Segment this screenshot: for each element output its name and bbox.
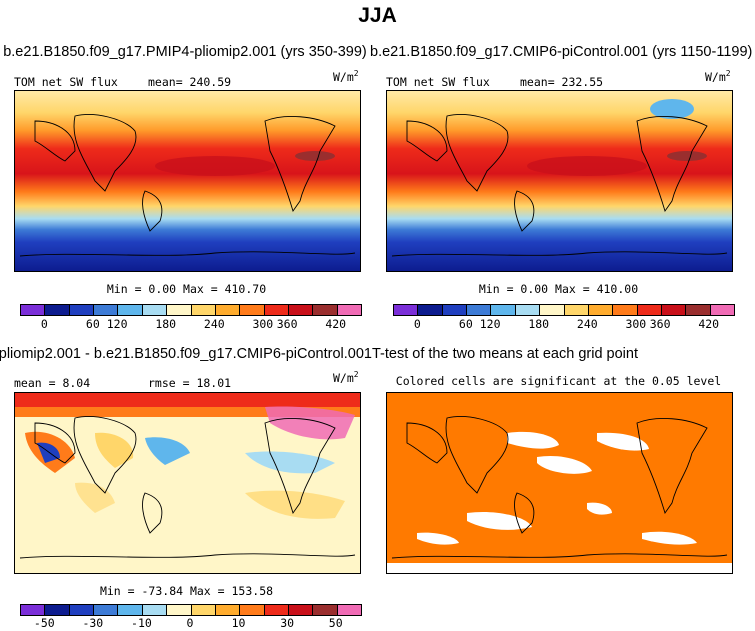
colorbar-2-swatch — [686, 305, 711, 315]
panel-3-map — [14, 392, 361, 574]
colorbar-1-swatch — [94, 305, 119, 315]
colorbar-2-swatch — [515, 305, 541, 315]
panel-2-colorbar-ticks: 0 60 120 180 240 300 360 420 — [393, 317, 733, 331]
colorbar-3-tick: 50 — [328, 616, 343, 630]
colorbar-3-tick: 30 — [280, 616, 295, 630]
panel-1-field — [15, 91, 360, 271]
panel-3-units: W/m2 — [333, 370, 359, 385]
colorbar-3-swatch — [142, 605, 168, 615]
colorbar-2-tick: 240 — [576, 317, 598, 331]
colorbar-1-swatch — [69, 305, 95, 315]
panel-3-colorbar — [20, 604, 362, 616]
panel-4-field — [387, 393, 732, 573]
colorbar-2-swatch — [661, 305, 687, 315]
colorbar-1-swatch — [337, 305, 362, 315]
colorbar-3-swatch — [167, 605, 192, 615]
panel-3-colorbar-ticks: -50 -30 -10 0 10 30 50 — [20, 616, 360, 630]
colorbar-2-tick: 420 — [698, 317, 720, 331]
colorbar-2-swatch — [491, 305, 516, 315]
panel-1-units: W/m2 — [333, 69, 359, 84]
colorbar-2-tick: 120 — [479, 317, 501, 331]
panel-4-title: T-test of the two means at each grid poi… — [372, 346, 638, 362]
colorbar-2-swatch — [613, 305, 638, 315]
panel-3-field — [15, 393, 360, 573]
colorbar-3-swatch — [313, 605, 338, 615]
colorbar-2-swatch — [637, 305, 662, 315]
colorbar-2-swatch — [564, 305, 589, 315]
colorbar-1-tick: 60 — [85, 317, 100, 331]
colorbar-1-swatch — [167, 305, 192, 315]
colorbar-1-swatch — [264, 305, 289, 315]
colorbar-3-swatch — [69, 605, 95, 615]
panel-4-map — [386, 392, 733, 574]
colorbar-3-tick: 10 — [231, 616, 246, 630]
colorbar-1-tick: 120 — [106, 317, 128, 331]
colorbar-2-swatch — [710, 305, 735, 315]
figure-title: JJA — [358, 4, 397, 27]
panel-1-title: b.e21.B1850.f09_g17.PMIP4-pliomip2.001 (… — [3, 44, 367, 60]
colorbar-2-swatch — [394, 305, 419, 315]
colorbar-3-swatch — [240, 605, 265, 615]
panel-1-colorbar — [20, 304, 362, 316]
panel-2-field — [387, 91, 732, 271]
colorbar-3-swatch — [118, 605, 143, 615]
colorbar-3-swatch — [191, 605, 216, 615]
colorbar-1-tick: 240 — [203, 317, 225, 331]
panel-2-title: b.e21.B1850.f09_g17.CMIP6-piControl.001 … — [370, 44, 753, 60]
colorbar-3-tick: -30 — [82, 616, 104, 630]
colorbar-1-swatch — [215, 305, 241, 315]
colorbar-3-tick: -50 — [33, 616, 55, 630]
colorbar-1-swatch — [142, 305, 168, 315]
panel-1-map — [14, 90, 361, 272]
colorbar-1-swatch — [21, 305, 46, 315]
colorbar-1-swatch — [191, 305, 216, 315]
colorbar-2-swatch — [588, 305, 614, 315]
colorbar-3-swatch — [94, 605, 119, 615]
colorbar-3-swatch — [288, 605, 314, 615]
panel-2-map — [386, 90, 733, 272]
panel-2-colorbar — [393, 304, 735, 316]
colorbar-2-swatch — [540, 305, 565, 315]
colorbar-1-swatch — [288, 305, 314, 315]
colorbar-3-swatch — [215, 605, 241, 615]
panel-3-mean-label: mean = 8.04 — [14, 376, 91, 390]
colorbar-1-tick: 0 — [40, 317, 48, 331]
colorbar-1-tick: 360 — [276, 317, 298, 331]
colorbar-2-swatch — [418, 305, 443, 315]
colorbar-2-swatch — [467, 305, 492, 315]
colorbar-2-tick: 300 — [625, 317, 647, 331]
panel-2-minmax: Min = 0.00 Max = 410.00 — [478, 282, 639, 296]
panel-1-mean-label: mean= 240.59 — [148, 75, 232, 89]
colorbar-1-swatch — [45, 305, 70, 315]
panel-2-mean-label: mean= 232.55 — [520, 75, 604, 89]
colorbar-3-tick: -10 — [131, 616, 152, 630]
colorbar-3-swatch — [21, 605, 46, 615]
panel-2-units: W/m2 — [705, 69, 731, 84]
colorbar-2-tick: 360 — [649, 317, 671, 331]
colorbar-2-tick: 0 — [413, 317, 421, 331]
panel-3-rmse-label: rmse = 18.01 — [148, 376, 232, 390]
panel-1-variable-label: TOM net SW flux — [14, 75, 118, 89]
panel-1-minmax: Min = 0.00 Max = 410.70 — [106, 282, 267, 296]
panel-4-subtitle: Colored cells are significant at the 0.0… — [395, 374, 722, 388]
colorbar-2-tick: 60 — [458, 317, 473, 331]
colorbar-3-tick: 0 — [186, 616, 194, 630]
colorbar-3-swatch — [264, 605, 289, 615]
colorbar-1-tick: 300 — [252, 317, 274, 331]
colorbar-3-swatch — [45, 605, 70, 615]
colorbar-3-swatch — [337, 605, 362, 615]
panel-1-colorbar-ticks: 0 60 120 180 240 300 360 420 — [20, 317, 360, 331]
colorbar-1-swatch — [313, 305, 338, 315]
colorbar-1-swatch — [118, 305, 143, 315]
colorbar-2-swatch — [442, 305, 468, 315]
panel-3-minmax: Min = -73.84 Max = 153.58 — [99, 584, 274, 598]
panel-2-variable-label: TOM net SW flux — [386, 75, 490, 89]
colorbar-1-tick: 180 — [155, 317, 177, 331]
panel-3-title: b.e21.B1850.f09_g17.PMIP4-pliomip2.001 -… — [0, 346, 372, 362]
colorbar-2-tick: 180 — [528, 317, 550, 331]
colorbar-1-swatch — [240, 305, 265, 315]
colorbar-1-tick: 420 — [325, 317, 347, 331]
